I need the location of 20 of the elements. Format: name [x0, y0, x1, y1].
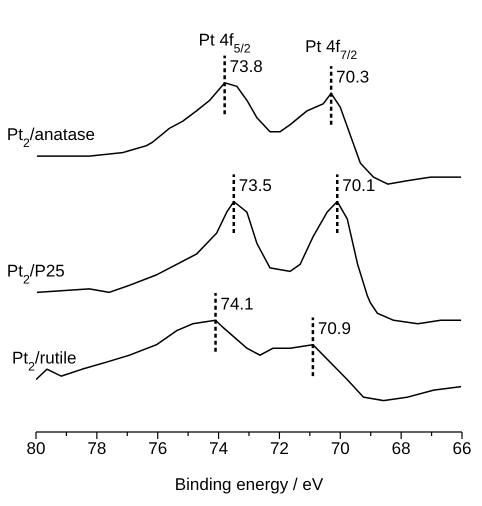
- series-label: Pt$_{2}$/anatase: [6, 125, 96, 150]
- x-axis-title: Binding energy / eV: [174, 475, 324, 494]
- x-tick-label: 70: [330, 439, 350, 458]
- x-tick-label: 72: [270, 439, 289, 458]
- annotation: 70.1: [342, 176, 376, 195]
- annotation: 70.3: [336, 68, 370, 87]
- x-tick-label: 76: [148, 439, 168, 458]
- x-tick-label: 66: [452, 439, 472, 458]
- annotation: 73.8: [230, 57, 263, 76]
- annotation: 70.9: [318, 318, 351, 338]
- x-tick-label: 74: [209, 439, 228, 458]
- series-label: Pt$_{2}$/P25: [6, 261, 65, 286]
- text: Pt 4f$_{5/2}$: [198, 30, 251, 56]
- text: Pt 4f$_{7/2}$: [305, 37, 358, 62]
- annotation: 73.5: [238, 176, 272, 195]
- series-label: Pt$_{2}$/rutile: [12, 348, 76, 374]
- x-tick-label: 80: [26, 439, 46, 458]
- x-tick-label: 78: [87, 439, 106, 458]
- x-tick-label: 68: [392, 439, 411, 458]
- annotation: 74.1: [220, 294, 254, 314]
